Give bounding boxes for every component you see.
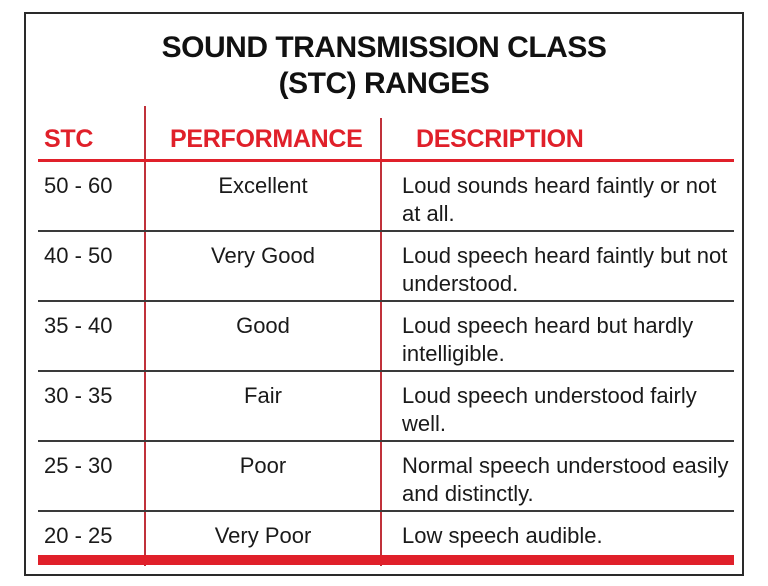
table-row: 25 - 30 Poor Normal speech understood ea… — [26, 442, 742, 512]
table-row: 20 - 25 Very Poor Low speech audible. — [26, 512, 742, 555]
cell-performance: Good — [236, 313, 290, 338]
table-title-line-2: (STC) RANGES — [278, 67, 490, 100]
cell-description: Loud sounds heard faintly or not at all. — [402, 173, 717, 226]
column-divider-1 — [144, 106, 146, 566]
column-header-performance: PERFORMANCE — [170, 125, 363, 153]
row-separator — [38, 440, 734, 442]
cell-stc: 25 - 30 — [44, 453, 113, 478]
cell-description: Loud speech heard faintly but not unders… — [402, 243, 728, 296]
cell-stc: 50 - 60 — [44, 173, 113, 198]
cell-description: Loud speech understood fairly well. — [402, 383, 697, 436]
cell-stc: 30 - 35 — [44, 383, 113, 408]
cell-stc: 35 - 40 — [44, 313, 113, 338]
column-divider-2 — [380, 118, 382, 566]
table-title-line-1: SOUND TRANSMISSION CLASS — [161, 31, 607, 64]
cell-stc: 40 - 50 — [44, 243, 113, 268]
stc-table-frame: SOUND TRANSMISSION CLASS (STC) RANGES ST… — [24, 12, 744, 576]
cell-description: Normal speech understood easily and dist… — [402, 453, 729, 506]
cell-stc: 20 - 25 — [44, 523, 113, 548]
cell-description: Low speech audible. — [402, 523, 603, 548]
footer-rule — [38, 555, 734, 565]
cell-performance: Fair — [244, 383, 282, 408]
row-separator — [38, 510, 734, 512]
header-rule — [38, 159, 734, 162]
table-row: 40 - 50 Very Good Loud speech heard fain… — [26, 232, 742, 302]
cell-performance: Excellent — [218, 173, 308, 198]
column-header-stc: STC — [44, 125, 94, 153]
table-row: 35 - 40 Good Loud speech heard but hardl… — [26, 302, 742, 372]
column-header-description: DESCRIPTION — [416, 125, 584, 153]
row-separator — [38, 370, 734, 372]
cell-performance: Very Good — [211, 243, 315, 268]
cell-performance: Very Poor — [214, 523, 312, 548]
table-row: 30 - 35 Fair Loud speech understood fair… — [26, 372, 742, 442]
table-row: 50 - 60 Excellent Loud sounds heard fain… — [26, 162, 742, 232]
cell-performance: Poor — [239, 453, 287, 478]
cell-description: Loud speech heard but hardly intelligibl… — [402, 313, 694, 366]
row-separator — [38, 230, 734, 232]
row-separator — [38, 300, 734, 302]
